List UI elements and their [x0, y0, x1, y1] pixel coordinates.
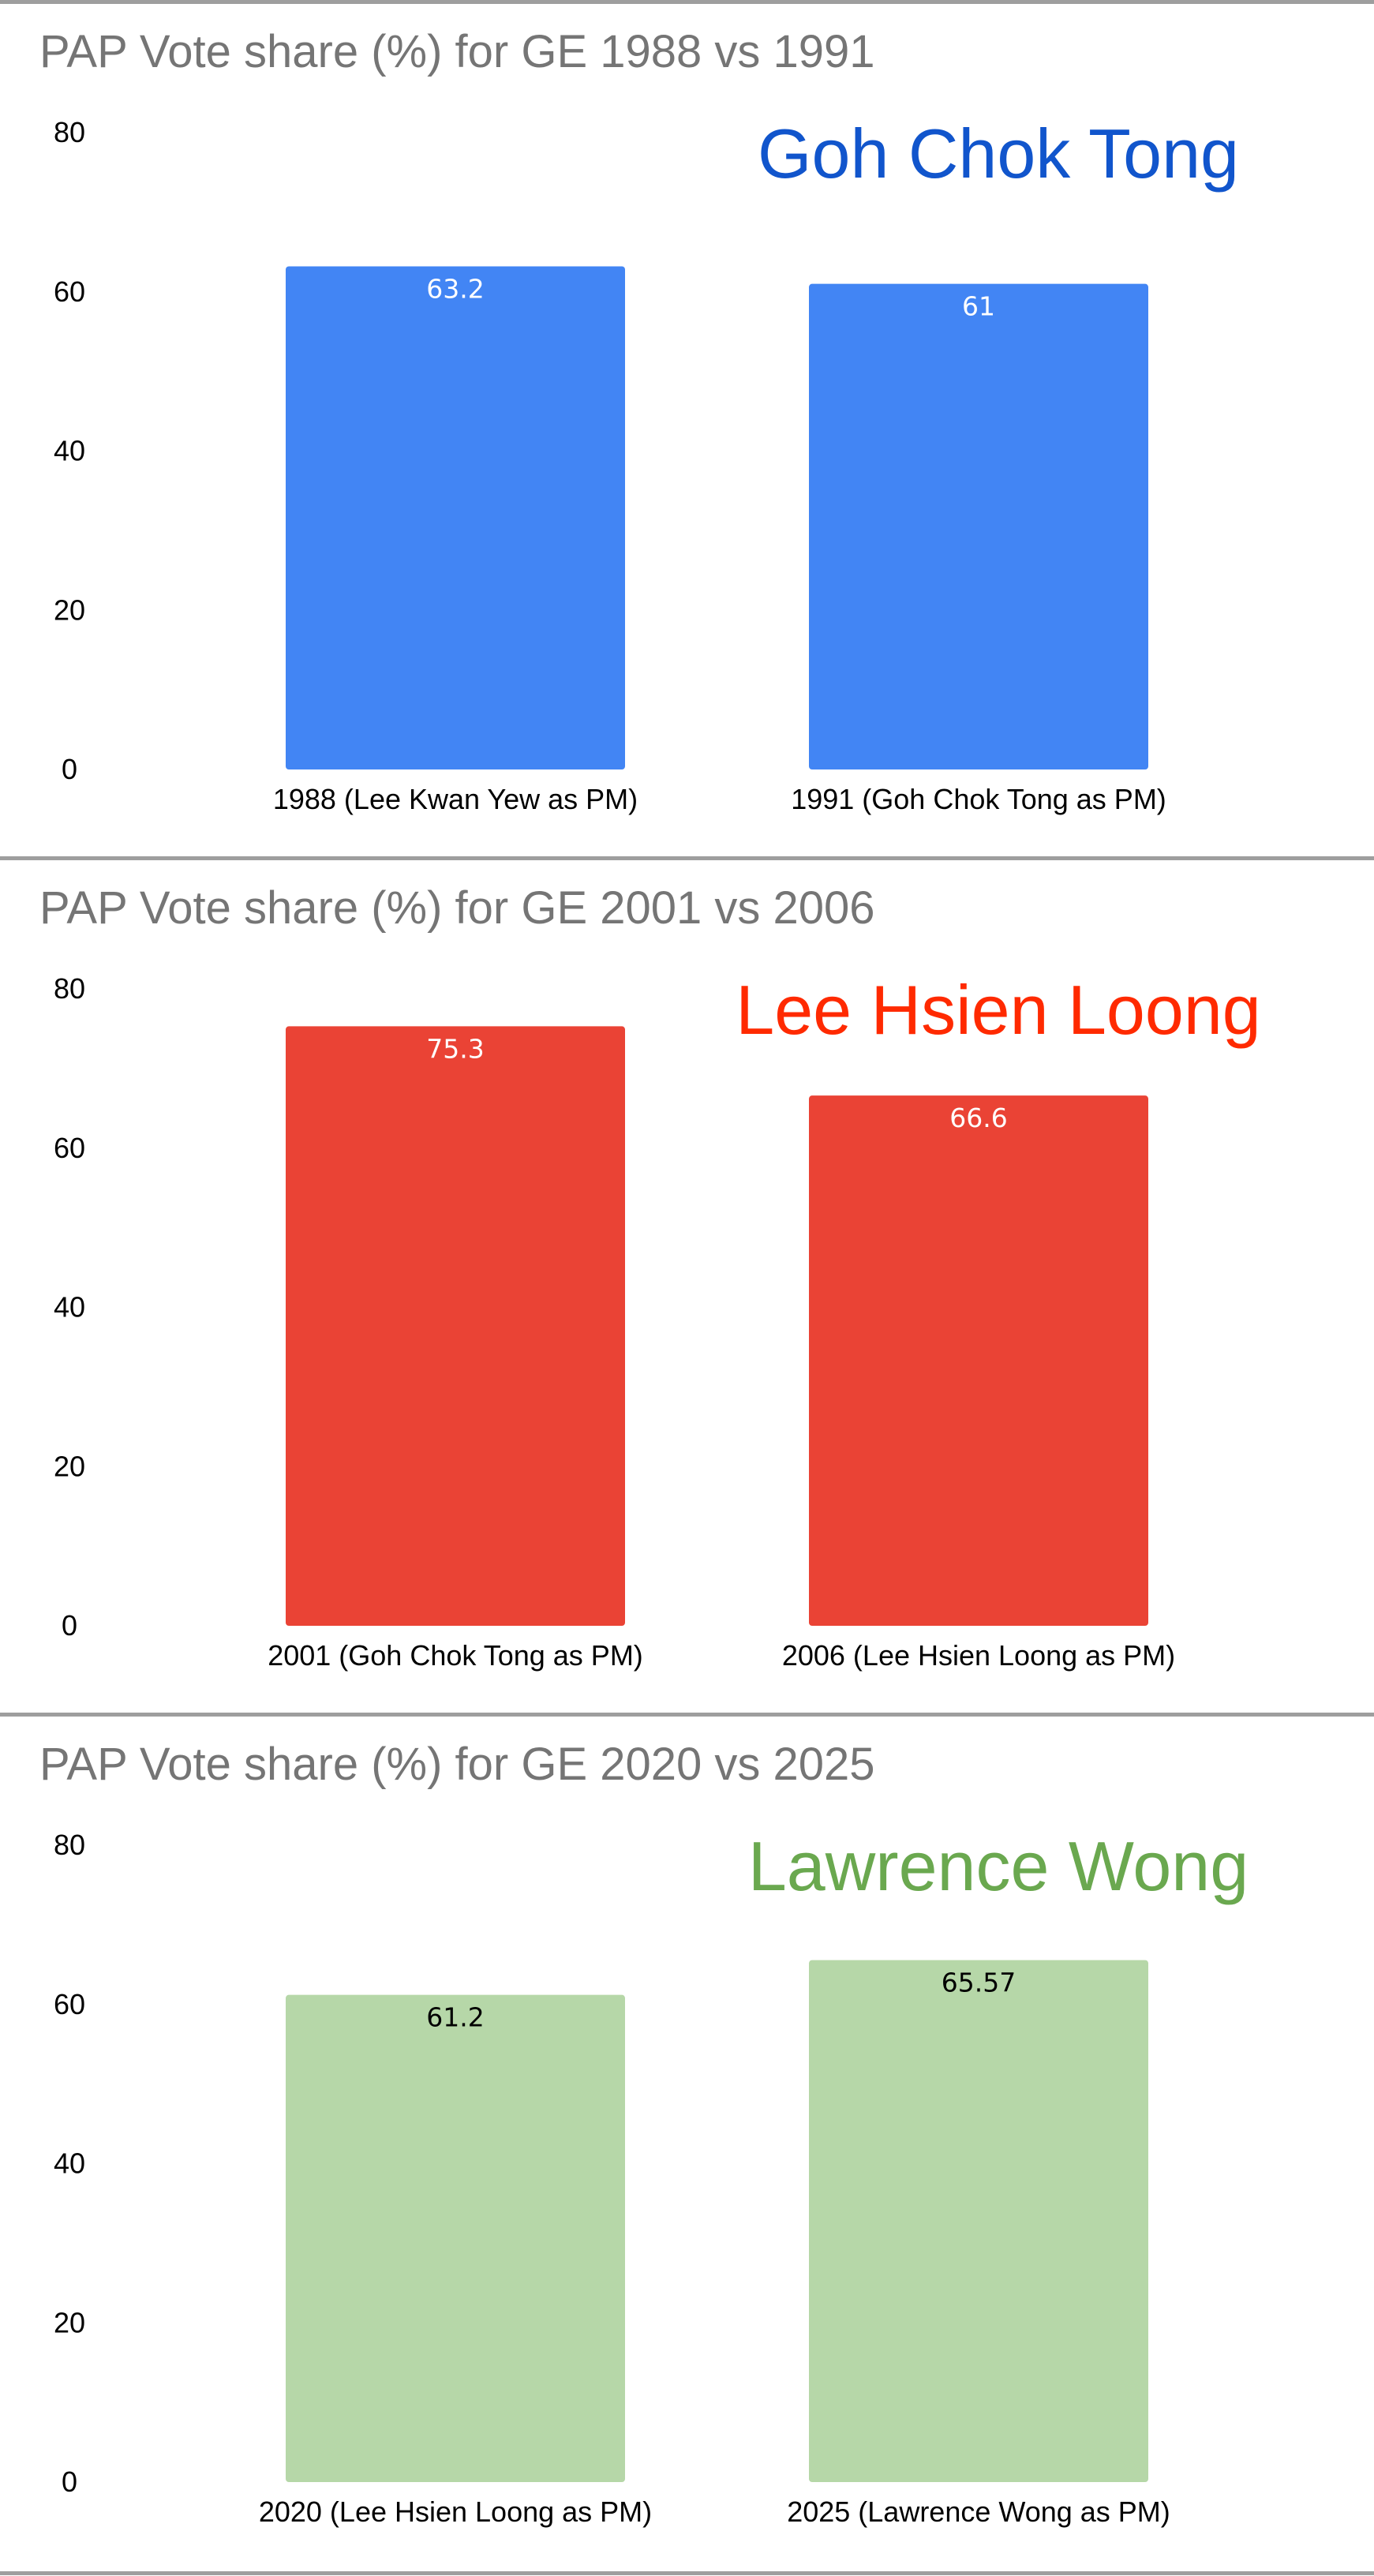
y-tick-label: 40: [54, 1291, 85, 1324]
y-tick-label: 40: [54, 2147, 85, 2180]
x-category-label: 2006 (Lee Hsien Loong as PM): [782, 1639, 1175, 1672]
y-tick-label: 60: [54, 1988, 85, 2020]
chart-annotation: Lee Hsien Loong: [736, 971, 1260, 1049]
separator-2: [0, 1713, 1374, 1717]
chart-annotation: Goh Chok Tong: [758, 114, 1239, 193]
y-tick-label: 60: [54, 275, 85, 308]
separator-bottom: [0, 2571, 1374, 2575]
x-category-label: 2020 (Lee Hsien Loong as PM): [259, 2496, 652, 2528]
x-category-label: 2001 (Goh Chok Tong as PM): [268, 1639, 643, 1672]
bar: [809, 283, 1148, 770]
bar: [809, 1095, 1148, 1626]
y-tick-label: 20: [54, 1450, 85, 1482]
bar: [286, 1026, 625, 1626]
data-label: 61: [962, 291, 995, 322]
chart-panel-2: PAP Vote share (%) for GE 2001 vs 2006 0 2…: [0, 860, 1374, 1713]
separator-top: [0, 0, 1374, 4]
chart-3: PAP Vote share (%) for GE 2020 vs 2025 0 2…: [39, 1739, 1249, 2528]
y-tick-label: 20: [54, 593, 85, 626]
y-tick-label: 80: [54, 116, 85, 148]
chart-2: PAP Vote share (%) for GE 2001 vs 2006 0 2…: [39, 882, 1261, 1672]
y-tick-label: 20: [54, 2306, 85, 2338]
y-tick-label: 80: [54, 972, 85, 1005]
bar: [286, 1994, 625, 2482]
x-category-label: 1988 (Lee Kwan Yew as PM): [273, 783, 638, 815]
data-label: 66.6: [949, 1103, 1007, 1133]
x-category-label: 1991 (Goh Chok Tong as PM): [791, 783, 1166, 815]
chart-1: PAP Vote share (%) for GE 1988 vs 1991 0 2…: [39, 26, 1239, 815]
y-tick-label: 0: [62, 2466, 77, 2498]
y-tick-label: 80: [54, 1829, 85, 1861]
data-label: 65.57: [942, 1968, 1016, 1998]
y-tick-label: 40: [54, 435, 85, 467]
chart-title: PAP Vote share (%) for GE 2020 vs 2025: [39, 1739, 875, 1790]
chart-panel-1: PAP Vote share (%) for GE 1988 vs 1991 0 2…: [0, 4, 1374, 856]
chart-annotation: Lawrence Wong: [748, 1827, 1249, 1905]
chart-title: PAP Vote share (%) for GE 2001 vs 2006: [39, 882, 875, 934]
bar: [286, 266, 625, 770]
y-tick-label: 60: [54, 1132, 85, 1164]
y-tick-label: 0: [62, 1609, 77, 1642]
data-label: 63.2: [426, 273, 484, 304]
x-category-label: 2025 (Lawrence Wong as PM): [787, 2496, 1170, 2528]
chart-title: PAP Vote share (%) for GE 1988 vs 1991: [39, 26, 875, 77]
data-label: 75.3: [426, 1033, 484, 1064]
bar: [809, 1960, 1148, 2482]
data-label: 61.2: [426, 2002, 484, 2033]
chart-panel-3: PAP Vote share (%) for GE 2020 vs 2025 0 2…: [0, 1717, 1374, 2569]
separator-1: [0, 856, 1374, 860]
y-tick-label: 0: [62, 753, 77, 785]
